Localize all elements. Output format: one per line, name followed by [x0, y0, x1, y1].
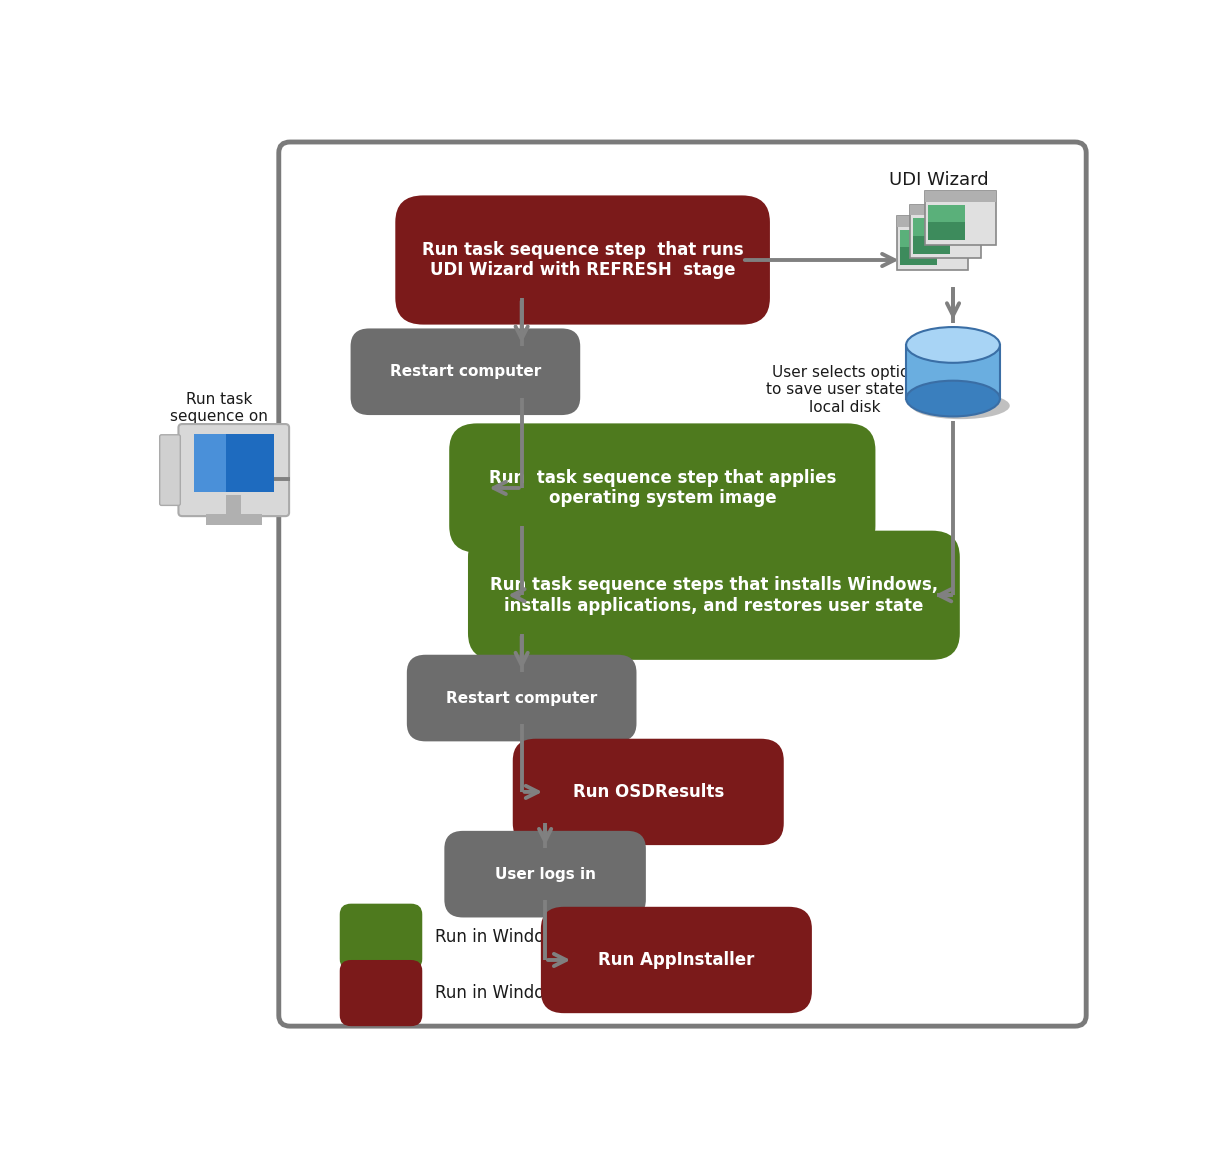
Text: Run in Windows operating system: Run in Windows operating system [436, 985, 718, 1002]
Bar [928, 204, 964, 240]
FancyBboxPatch shape [396, 195, 770, 325]
FancyBboxPatch shape [407, 655, 636, 742]
Text: Run OSDResults: Run OSDResults [572, 783, 724, 801]
Text: UDI Wizard: UDI Wizard [889, 171, 989, 188]
FancyBboxPatch shape [351, 329, 581, 416]
Text: Run  task sequence step that applies
operating system image: Run task sequence step that applies oper… [489, 469, 836, 507]
Bar [928, 204, 964, 223]
Text: Restart computer: Restart computer [390, 365, 541, 380]
FancyBboxPatch shape [178, 424, 289, 517]
Ellipse shape [906, 327, 999, 362]
Bar [897, 216, 968, 269]
Bar [226, 495, 241, 514]
Bar [906, 345, 999, 398]
Bar [899, 230, 937, 247]
Text: Restart computer: Restart computer [446, 691, 598, 706]
FancyBboxPatch shape [160, 434, 180, 505]
Ellipse shape [911, 392, 1010, 419]
Bar [194, 434, 273, 492]
Text: Run task sequence steps that installs Windows,
installs applications, and restor: Run task sequence steps that installs Wi… [490, 576, 938, 614]
Bar [910, 204, 981, 258]
FancyBboxPatch shape [444, 831, 646, 917]
FancyBboxPatch shape [340, 903, 422, 969]
Bar [899, 230, 937, 266]
Bar [912, 218, 950, 236]
FancyBboxPatch shape [468, 531, 960, 659]
Bar [194, 434, 226, 492]
Bar [897, 216, 968, 226]
Bar [924, 192, 996, 245]
Bar [924, 192, 996, 202]
Text: Run AppInstaller: Run AppInstaller [598, 951, 755, 969]
Bar [910, 204, 981, 215]
Text: Run in Windows  PE: Run in Windows PE [436, 928, 598, 946]
Ellipse shape [906, 381, 999, 417]
Text: Run task sequence step  that runs
UDI Wizard with REFRESH  stage: Run task sequence step that runs UDI Wiz… [422, 240, 743, 280]
FancyBboxPatch shape [449, 424, 875, 553]
Text: User selects option
to save user state to
local disk: User selects option to save user state t… [766, 365, 924, 414]
FancyBboxPatch shape [513, 738, 784, 845]
FancyBboxPatch shape [541, 907, 812, 1014]
Bar [206, 514, 261, 525]
FancyBboxPatch shape [340, 960, 422, 1026]
FancyBboxPatch shape [278, 142, 1087, 1026]
Text: Run task
sequence on
existing
computer: Run task sequence on existing computer [169, 391, 267, 459]
Bar [912, 218, 950, 254]
Text: User logs in: User logs in [495, 866, 595, 881]
